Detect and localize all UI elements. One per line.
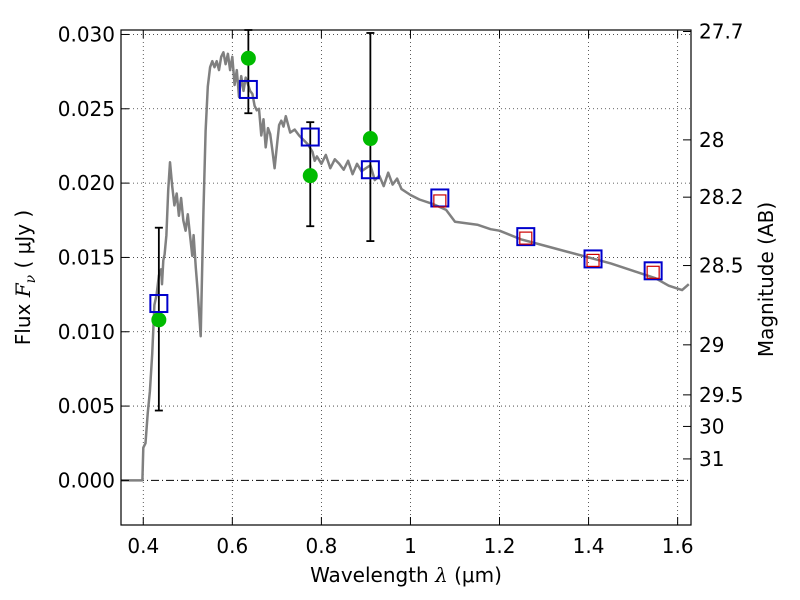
plot-frame bbox=[120, 29, 692, 526]
x-tick-label: 1.2 bbox=[484, 534, 516, 558]
x-tick-label: 1.6 bbox=[662, 534, 694, 558]
y-axis-title: Flux Fν ( μJy ) bbox=[11, 210, 39, 345]
x-tick-label: 0.8 bbox=[305, 534, 337, 558]
right-tick-label: 28.5 bbox=[699, 254, 744, 278]
sed-curve bbox=[121, 51, 690, 482]
square-marker-blue bbox=[643, 261, 663, 281]
tick-labels: 0.4 0.6 0.8 1 1.2 1.4 1.6 0.000 0.005 0.010 0.015 0… bbox=[58, 19, 744, 558]
right-tick-label: 29.5 bbox=[699, 383, 744, 407]
circle-marker bbox=[151, 312, 167, 328]
right-tick-label: 27.7 bbox=[699, 19, 744, 43]
right-tick-label: 29 bbox=[699, 333, 724, 357]
square-marker-red bbox=[519, 231, 533, 245]
x-tick-label: 1.4 bbox=[573, 534, 605, 558]
right-tick-label: 31 bbox=[699, 447, 724, 471]
x-axis-title: Wavelength λ (μm) bbox=[310, 563, 502, 587]
square-marker-blue bbox=[516, 227, 536, 247]
y-tick-label: 0.000 bbox=[58, 468, 115, 492]
right-tick-label: 30 bbox=[699, 414, 724, 438]
circle-marker bbox=[362, 131, 378, 147]
square-marker-blue bbox=[149, 294, 169, 314]
x-tick-label: 1 bbox=[404, 534, 417, 558]
model-sed bbox=[121, 51, 690, 482]
y-tick-label: 0.015 bbox=[58, 245, 115, 269]
x-tick-label: 0.4 bbox=[127, 534, 159, 558]
square-marker-red bbox=[646, 265, 660, 279]
circle-marker bbox=[240, 50, 256, 66]
y-tick-label: 0.010 bbox=[58, 320, 115, 344]
square-marker-red bbox=[433, 194, 447, 208]
square-marker-blue bbox=[583, 249, 603, 269]
right-axis-title: Magnitude (AB) bbox=[754, 202, 778, 357]
y-tick-label: 0.030 bbox=[58, 22, 115, 46]
photometry-points bbox=[149, 50, 663, 328]
axis-ticks bbox=[121, 30, 691, 525]
right-tick-label: 28.2 bbox=[699, 185, 744, 209]
square-marker-blue bbox=[360, 160, 380, 180]
grid-lines bbox=[121, 30, 691, 525]
right-tick-label: 28 bbox=[699, 128, 724, 152]
y-tick-label: 0.005 bbox=[58, 394, 115, 418]
x-tick-label: 0.6 bbox=[216, 534, 248, 558]
circle-marker bbox=[302, 168, 318, 184]
square-marker-blue bbox=[300, 127, 320, 147]
y-tick-label: 0.020 bbox=[58, 171, 115, 195]
y-tick-label: 0.025 bbox=[58, 97, 115, 121]
square-marker-blue bbox=[238, 79, 258, 99]
square-marker-red bbox=[586, 253, 600, 268]
